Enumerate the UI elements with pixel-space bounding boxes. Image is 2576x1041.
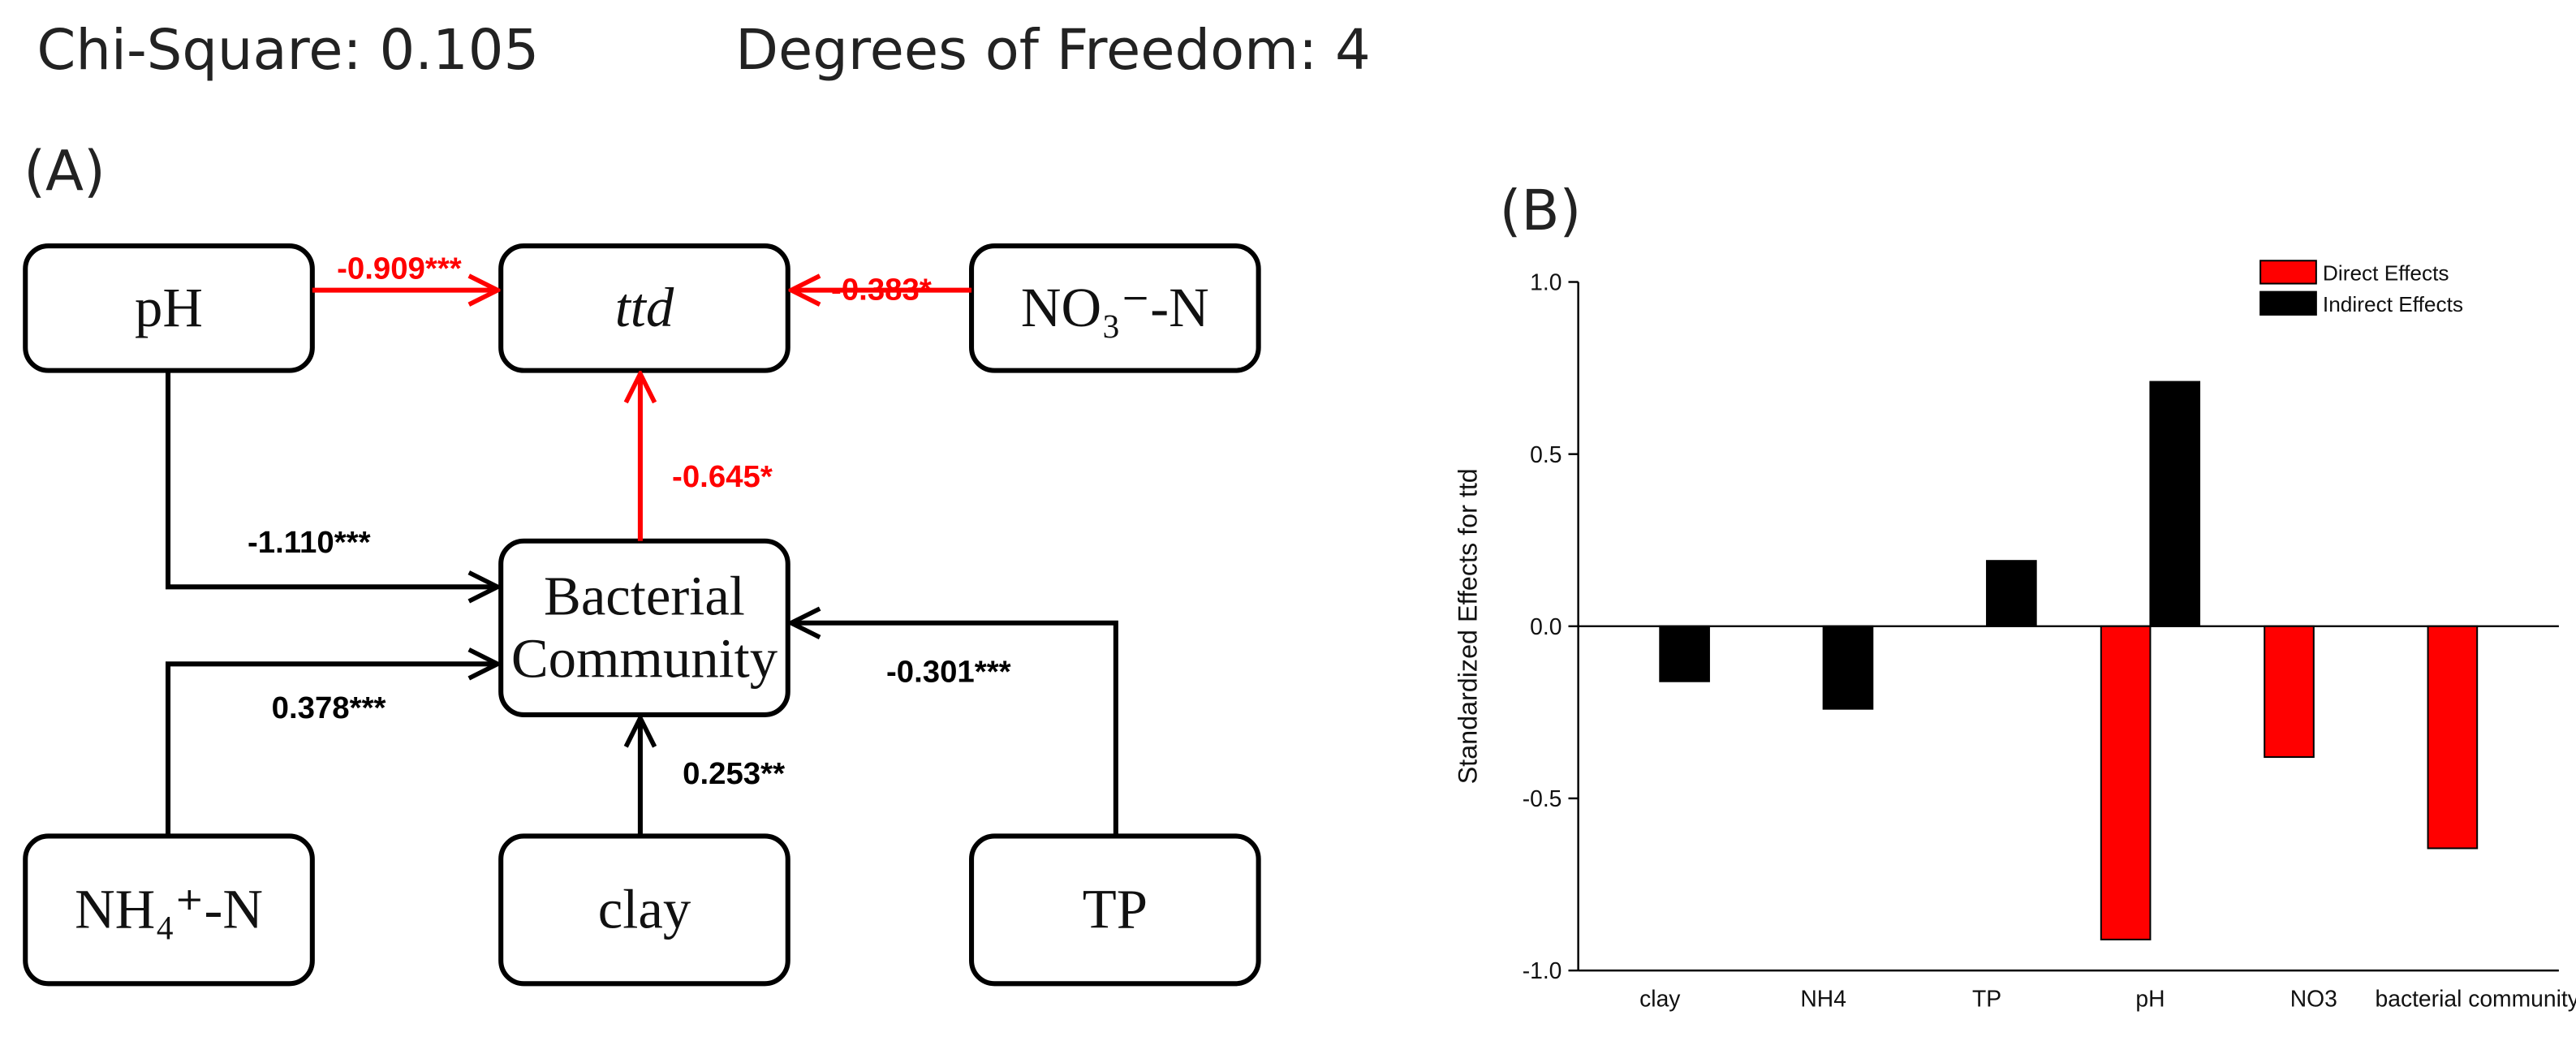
edge-label: 0.253** (683, 756, 785, 791)
edge-label: -0.383* (831, 273, 932, 308)
node-label: NH₄⁺-N (75, 879, 263, 940)
edge (165, 370, 498, 587)
y-axis-label: Standardized Effects for ttd (1453, 468, 1482, 784)
x-tick-label: clay (1639, 986, 1681, 1012)
node-label: pH (135, 277, 203, 338)
edge-label: 0.378*** (272, 690, 386, 725)
x-tick-label: NH4 (1800, 986, 1846, 1012)
legend-label: Indirect Effects (2323, 292, 2463, 316)
edge-label: -0.645* (672, 459, 773, 494)
bar (2264, 625, 2315, 759)
node-label: NO₃⁻-N (1021, 277, 1209, 338)
bar (2100, 625, 2152, 940)
degrees-of-freedom: Degrees of Freedom: 4 (735, 18, 1371, 83)
legend-swatch (2259, 260, 2317, 285)
bar (1986, 560, 2037, 627)
x-tick-label: TP (1972, 986, 2001, 1012)
node-box (498, 538, 790, 717)
bar (1822, 625, 1874, 710)
node-box (498, 833, 790, 987)
bar (2149, 381, 2201, 627)
edge-label: -1.110*** (248, 525, 371, 560)
y-tick-label: 0.5 (1530, 441, 1562, 467)
node-label: clay (598, 879, 691, 940)
edge-label: -0.301*** (886, 655, 1011, 690)
panel-label: (A) (24, 139, 106, 204)
x-tick-label: NO3 (2290, 986, 2337, 1012)
legend-label: Direct Effects (2323, 261, 2449, 286)
bar (1659, 625, 1710, 682)
chi-square: Chi-Square: 0.105 (37, 18, 539, 83)
y-tick-label: 0.0 (1530, 613, 1562, 639)
edge (791, 623, 1118, 837)
panel-label: (B) (1500, 179, 1582, 243)
x-tick-label: pH (2135, 986, 2165, 1012)
node-label: Community (511, 627, 778, 689)
y-tick-label: 1.0 (1530, 269, 1562, 295)
node-box (969, 243, 1261, 373)
y-tick-label: -0.5 (1523, 785, 1562, 811)
x-tick-label: bacterial community (2376, 986, 2576, 1012)
y-tick-label: -1.0 (1523, 957, 1562, 983)
node-label: Bacterial (544, 566, 745, 627)
legend-swatch (2259, 290, 2317, 316)
node-label: TP (1083, 879, 1148, 940)
node-box (498, 243, 790, 373)
node-label: ttd (615, 277, 674, 338)
edge (165, 664, 498, 837)
edge-label: -0.909*** (337, 251, 462, 286)
bar (2427, 625, 2479, 850)
